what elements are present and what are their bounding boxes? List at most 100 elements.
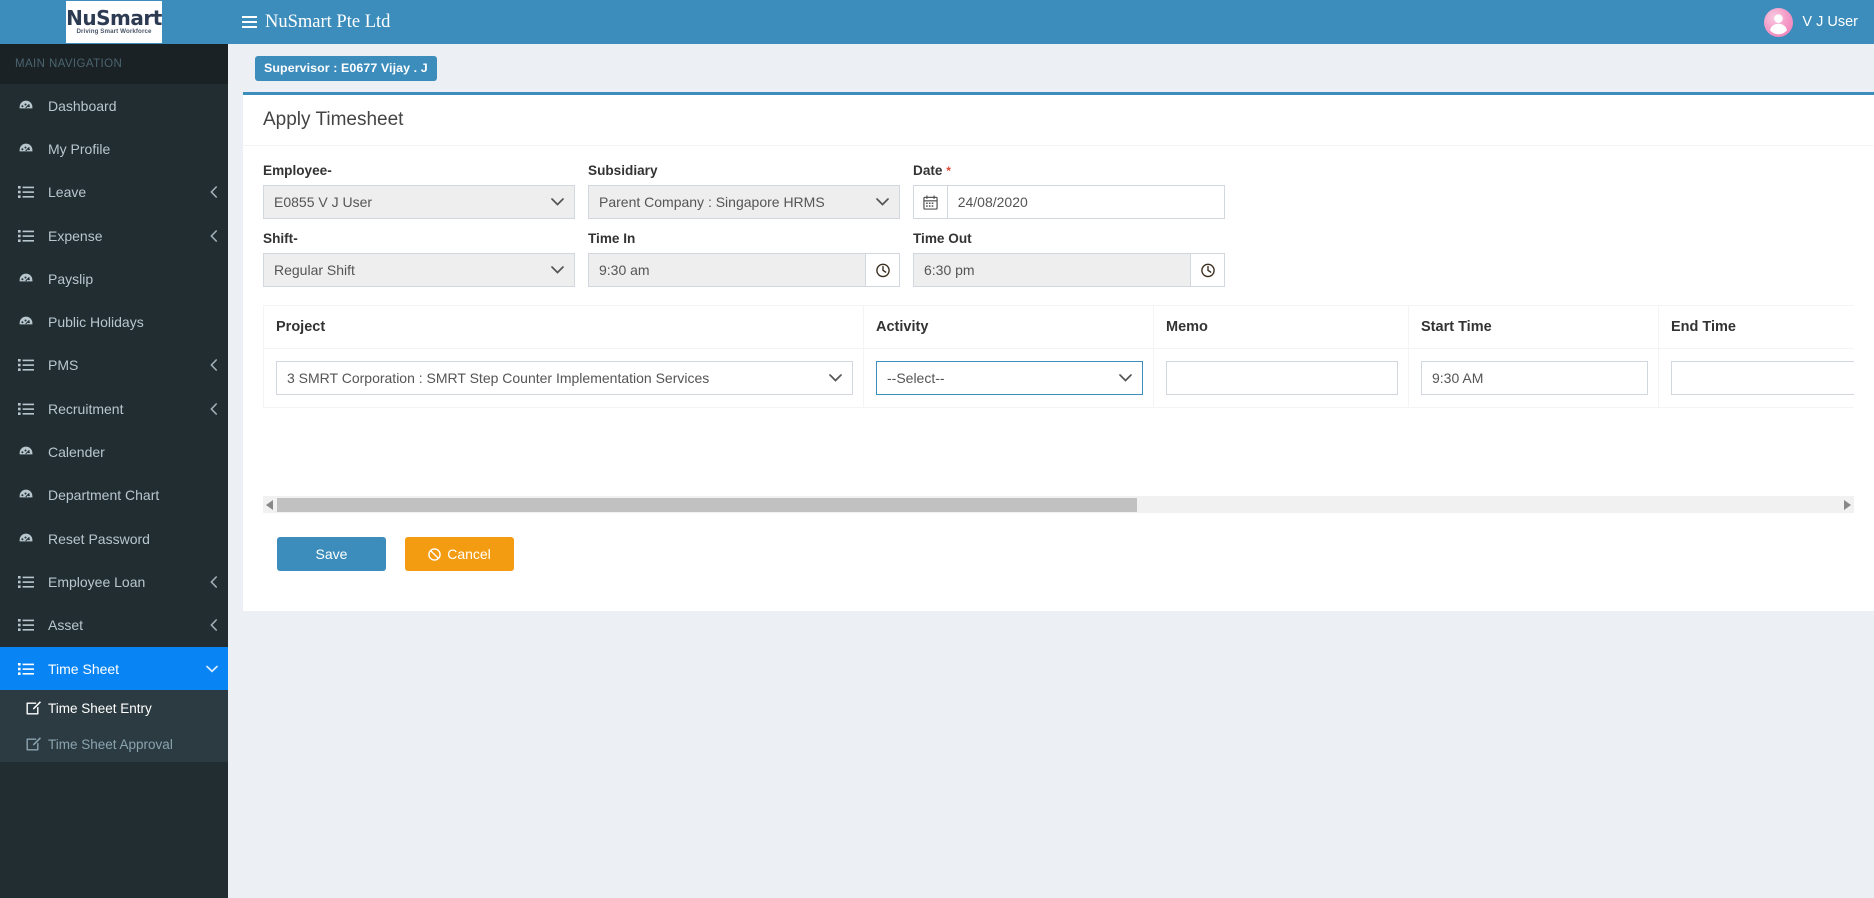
logo-text: NuSmart bbox=[66, 6, 162, 31]
activity-select[interactable]: --Select-- bbox=[876, 361, 1143, 395]
cancel-button-label: Cancel bbox=[447, 546, 491, 562]
sidebar-item-label: My Profile bbox=[48, 140, 111, 157]
sidebar-subitem-time-sheet-approval[interactable]: Time Sheet Approval bbox=[0, 726, 228, 763]
pencil-square-icon bbox=[26, 736, 48, 752]
date-input[interactable] bbox=[946, 185, 1225, 219]
shift-field-group: Shift- Regular Shift bbox=[263, 231, 588, 287]
employee-select[interactable]: E0855 V J User bbox=[263, 185, 575, 219]
user-menu[interactable]: V J User bbox=[1764, 7, 1858, 37]
col-header-start-time: Start Time bbox=[1408, 305, 1659, 349]
sidebar-logo[interactable]: NuSmart Driving Smart Workforce bbox=[0, 0, 228, 44]
horizontal-scrollbar[interactable] bbox=[263, 496, 1854, 513]
scrollbar-track[interactable] bbox=[277, 496, 1840, 513]
cell-start-time bbox=[1408, 348, 1659, 408]
sidebar-item-label: PMS bbox=[48, 357, 79, 374]
project-select[interactable]: 3 SMRT Corporation : SMRT Step Counter I… bbox=[276, 361, 853, 395]
sidebar-item-leave[interactable]: Leave bbox=[0, 171, 228, 214]
form-row-1: Employee- E0855 V J User Subsidiary bbox=[263, 163, 1854, 231]
sidebar-item-reset-password[interactable]: Reset Password bbox=[0, 517, 228, 560]
list-icon bbox=[18, 662, 38, 676]
shift-select[interactable]: Regular Shift bbox=[263, 253, 575, 287]
clock-icon[interactable] bbox=[866, 253, 900, 287]
sidebar-item-recruitment[interactable]: Recruitment bbox=[0, 387, 228, 430]
sidebar-nav-list: Dashboard My Profile Leave Expense Payslip Pu… bbox=[0, 84, 228, 691]
employee-label: Employee- bbox=[263, 163, 332, 178]
caret-left-icon[interactable] bbox=[263, 496, 277, 513]
sidebar-item-label: Reset Password bbox=[48, 530, 150, 547]
list-icon bbox=[18, 402, 38, 416]
timesheet-table-region: Project Activity Memo Start Time End Tim… bbox=[263, 305, 1854, 513]
caret-right-icon[interactable] bbox=[1840, 496, 1854, 513]
chevron-down-icon bbox=[206, 665, 218, 673]
dashboard-icon bbox=[18, 98, 38, 114]
ban-icon bbox=[428, 547, 441, 561]
pencil-square-icon bbox=[26, 700, 48, 716]
sidebar-submenu: Time Sheet Entry Time Sheet Approval bbox=[0, 690, 228, 763]
chevron-right-icon bbox=[210, 229, 218, 242]
dashboard-icon bbox=[18, 141, 38, 157]
sidebar-item-label: Asset bbox=[48, 617, 84, 634]
hamburger-icon[interactable] bbox=[242, 15, 257, 29]
list-icon bbox=[18, 618, 38, 632]
table-empty-space bbox=[263, 408, 1854, 496]
scrollbar-thumb[interactable] bbox=[277, 497, 1137, 512]
clock-icon[interactable] bbox=[1191, 253, 1225, 287]
list-icon bbox=[18, 185, 38, 199]
list-icon bbox=[18, 358, 38, 372]
sidebar-item-employee-loan[interactable]: Employee Loan bbox=[0, 560, 228, 603]
sidebar-item-label: Dashboard bbox=[48, 97, 117, 114]
memo-input[interactable] bbox=[1166, 361, 1398, 395]
cell-project: 3 SMRT Corporation : SMRT Step Counter I… bbox=[263, 348, 864, 408]
chevron-right-icon bbox=[210, 576, 218, 588]
sidebar-item-expense[interactable]: Expense bbox=[0, 214, 228, 257]
cell-memo bbox=[1153, 348, 1409, 408]
brand-area: NuSmart Pte Ltd bbox=[242, 12, 390, 33]
chevron-right-icon bbox=[210, 402, 218, 415]
date-label-text: Date bbox=[913, 163, 943, 178]
form-body: Employee- E0855 V J User Subsidiary bbox=[243, 146, 1874, 611]
user-avatar-icon bbox=[1764, 7, 1794, 37]
dashboard-icon bbox=[18, 444, 38, 460]
sidebar-item-pms[interactable]: PMS bbox=[0, 344, 228, 387]
start-time-input[interactable] bbox=[1421, 361, 1648, 395]
sidebar-item-label: Payslip bbox=[48, 270, 94, 287]
time-in-field-group: Time In bbox=[588, 231, 913, 287]
required-asterisk: * bbox=[946, 164, 951, 178]
dashboard-icon bbox=[18, 314, 38, 330]
save-button[interactable]: Save bbox=[277, 537, 386, 571]
sidebar-subitem-time-sheet-entry[interactable]: Time Sheet Entry bbox=[0, 690, 228, 727]
page-title: Apply Timesheet bbox=[243, 95, 1874, 146]
cell-end-time bbox=[1658, 348, 1854, 408]
dashboard-icon bbox=[18, 487, 38, 503]
sidebar-item-department-chart[interactable]: Department Chart bbox=[0, 474, 228, 517]
apply-timesheet-panel: Apply Timesheet Employee- E0855 V J User bbox=[243, 92, 1874, 611]
subsidiary-select[interactable]: Parent Company : Singapore HRMS bbox=[588, 185, 900, 219]
sidebar-item-my-profile[interactable]: My Profile bbox=[0, 127, 228, 170]
sidebar-item-dashboard[interactable]: Dashboard bbox=[0, 84, 228, 127]
time-in-label: Time In bbox=[588, 231, 636, 246]
end-time-input[interactable] bbox=[1671, 361, 1854, 395]
date-field-group: Date * bbox=[913, 163, 1238, 219]
dashboard-icon bbox=[18, 271, 38, 287]
sidebar-item-asset[interactable]: Asset bbox=[0, 604, 228, 647]
form-actions: Save Cancel bbox=[263, 513, 1854, 571]
col-header-project: Project bbox=[263, 305, 864, 349]
time-in-input[interactable] bbox=[588, 253, 867, 287]
sidebar-item-payslip[interactable]: Payslip bbox=[0, 257, 228, 300]
sidebar-item-public-holidays[interactable]: Public Holidays bbox=[0, 300, 228, 343]
time-out-label: Time Out bbox=[913, 231, 972, 246]
calendar-icon[interactable] bbox=[913, 185, 947, 219]
sidebar-item-label: Leave bbox=[48, 184, 87, 201]
user-name: V J User bbox=[1802, 14, 1858, 30]
sidebar-item-calender[interactable]: Calender bbox=[0, 430, 228, 473]
sidebar-item-time-sheet[interactable]: Time Sheet bbox=[0, 646, 228, 691]
cancel-button[interactable]: Cancel bbox=[405, 537, 514, 571]
col-header-memo: Memo bbox=[1153, 305, 1409, 349]
shift-label: Shift- bbox=[263, 231, 298, 246]
time-out-field-group: Time Out bbox=[913, 231, 1238, 287]
sidebar-item-label: Expense bbox=[48, 227, 103, 244]
sidebar-item-label: Department Chart bbox=[48, 487, 160, 504]
time-out-input[interactable] bbox=[913, 253, 1192, 287]
cell-activity: --Select-- bbox=[863, 348, 1154, 408]
